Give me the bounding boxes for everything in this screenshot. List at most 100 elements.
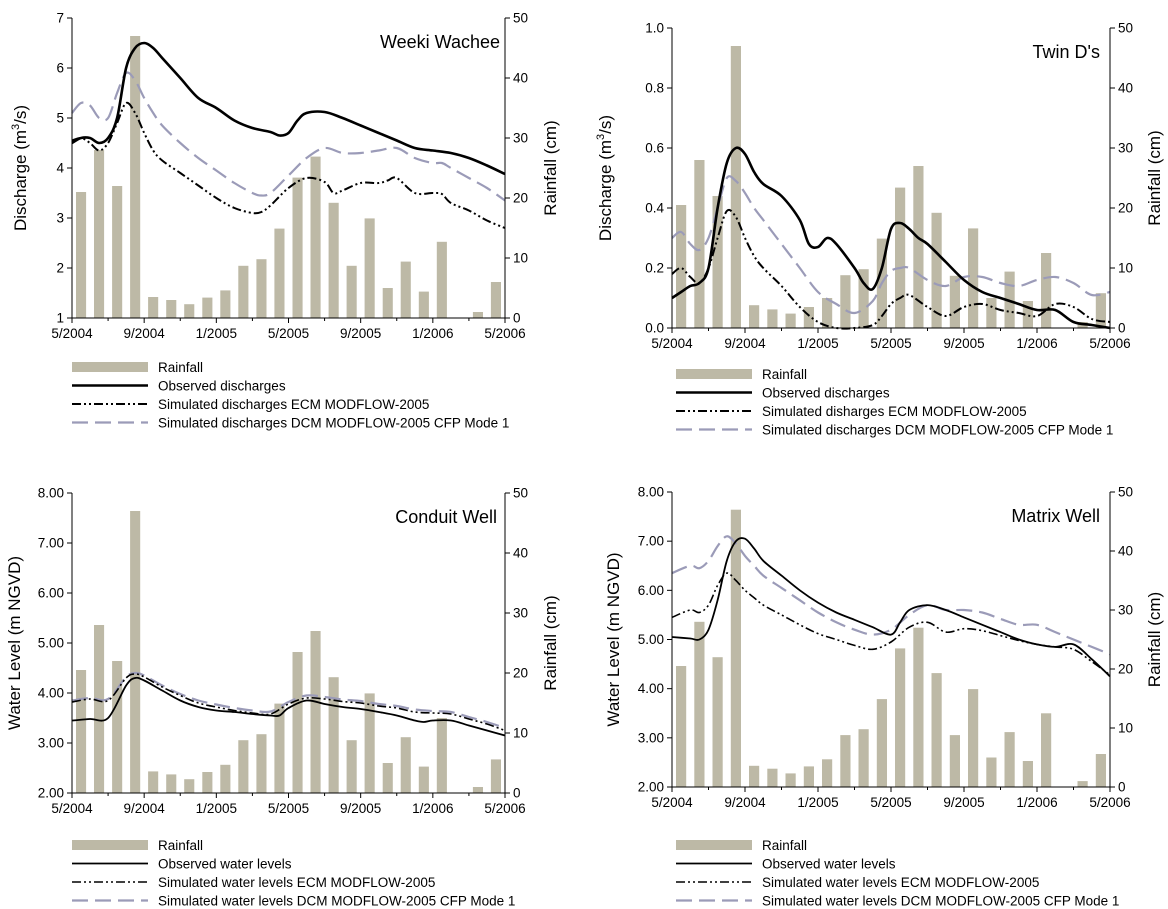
rainfall-bar (1095, 754, 1106, 787)
series-line-observed (671, 537, 1111, 678)
legend-label-rainfall: Rainfall (762, 367, 807, 382)
right-tick-label: 20 (513, 666, 528, 681)
rainfall-bar (785, 313, 796, 328)
x-tick-label: 9/2005 (340, 801, 381, 816)
legend-label-rainfall: Rainfall (158, 360, 203, 375)
rainfall-bar (292, 177, 303, 318)
legend-swatch-rainfall (676, 840, 752, 850)
x-tick-label: 1/2005 (196, 801, 237, 816)
x-tick-label: 5/2006 (484, 326, 525, 341)
series-line-dcm (71, 71, 506, 202)
legend-label-dcm: Simulated discharges DCM MODFLOW-2005 CF… (762, 423, 1113, 438)
rainfall-bar (274, 228, 285, 318)
legend-swatch-rainfall (676, 369, 752, 379)
rainfall-bar (472, 787, 483, 793)
left-tick-label: 8.00 (38, 486, 64, 501)
left-tick-label: 0.8 (645, 81, 664, 96)
right-tick-label: 30 (513, 131, 528, 146)
x-tick-label: 5/2005 (268, 326, 309, 341)
rainfall-bar (130, 36, 141, 318)
series-line-dcm (671, 535, 1111, 656)
left-tick-label: 8.00 (638, 485, 664, 500)
series-line-ecm (671, 208, 1111, 330)
left-tick-label: 3 (56, 211, 64, 226)
rainfall-bar (364, 218, 375, 318)
rainfall-bar (1004, 732, 1015, 787)
x-tick-label: 5/2004 (51, 801, 93, 816)
left-tick-label: 1 (56, 311, 64, 326)
left-tick-label: 0.4 (645, 201, 664, 216)
x-tick-label: 5/2006 (484, 801, 525, 816)
rainfall-bar (184, 304, 195, 318)
rainfall-bar (346, 265, 357, 318)
rainfall-bar (346, 740, 357, 793)
left-tick-label: 6 (56, 61, 64, 76)
legend: Rainfall Observed water levels Simulated w… (676, 838, 1119, 909)
panel-title: Weeki Wachee (380, 32, 500, 52)
right-tick-label: 50 (1118, 485, 1133, 500)
legend-swatch-rainfall (72, 840, 148, 850)
right-tick-label: 30 (513, 606, 528, 621)
legend: Rainfall Observed discharges Simulated dis… (676, 367, 1113, 438)
x-tick-label: 5/2006 (1089, 336, 1130, 351)
rainfall-bar (94, 150, 105, 318)
rainfall-bar (166, 300, 177, 318)
left-tick-label: 5.00 (38, 636, 64, 651)
left-tick-label: 4.00 (38, 686, 64, 701)
y-axis-label-right: Rainfall (cm) (541, 595, 560, 690)
rainfall-bar (238, 740, 249, 793)
rainfall-bar (400, 737, 411, 793)
chart-panel-4: 2.00 3.00 4.00 5.00 6.00 7.00 8.00 0 10 20 30 40 50 5… (604, 485, 1164, 909)
rainfall-bar (840, 735, 851, 787)
rainfall-bar (749, 765, 760, 787)
rainfall-bar (785, 773, 796, 787)
rainfall-bar (822, 759, 833, 787)
rainfall-bar (76, 192, 87, 318)
right-tick-label: 0 (513, 311, 521, 326)
right-tick-label: 30 (1118, 141, 1133, 156)
x-tick-label: 9/2004 (724, 795, 766, 810)
legend-label-dcm: Simulated water levels DCM MODFLOW-2005 … (762, 894, 1119, 909)
rainfall-bar (256, 734, 267, 793)
rainfall-bar (94, 625, 105, 793)
right-tick-label: 30 (1118, 603, 1133, 618)
rainfall-bar (472, 312, 483, 318)
legend-label-observed: Observed discharges (158, 379, 286, 394)
rainfall-bar (730, 509, 741, 787)
legend-label-observed: Observed water levels (158, 857, 292, 872)
left-tick-label: 4.00 (638, 681, 664, 696)
right-tick-label: 20 (1118, 662, 1133, 677)
left-tick-label: 6.00 (38, 586, 64, 601)
rainfall-bar (840, 275, 851, 328)
x-tick-label: 1/2005 (196, 326, 237, 341)
rainfall-bar (1022, 761, 1033, 787)
rainfall-bar (767, 309, 778, 328)
rainfall-bar (803, 766, 814, 787)
left-tick-label: 0.2 (645, 261, 664, 276)
x-tick-label: 9/2004 (124, 801, 166, 816)
rainfall-bar (130, 511, 141, 793)
rainfall-bar (858, 729, 869, 787)
left-tick-label: 5.00 (638, 632, 664, 647)
rainfall-bar (676, 666, 687, 787)
right-tick-label: 20 (1118, 201, 1133, 216)
panel-title: Conduit Well (395, 507, 497, 527)
chart-panel-2: 0.0 0.2 0.4 0.6 0.8 1.0 0 10 20 30 40 50 5/2004 9/200… (595, 21, 1164, 438)
rainfall-bar (202, 297, 213, 318)
legend-label-ecm: Simulated disharges ECM MODFLOW-2005 (762, 404, 1027, 419)
rainfall-bar (1041, 253, 1052, 328)
rainfall-bar (895, 648, 906, 787)
chart-panel-1: 1 2 3 4 5 6 7 0 10 20 30 40 50 5/2004 9/2004 1/2005 5/20… (10, 11, 560, 431)
right-tick-label: 50 (513, 486, 528, 501)
y-axis-label-left: Discharge (m3/s) (595, 115, 615, 241)
rainfall-bar (382, 288, 393, 318)
left-tick-label: 6.00 (638, 583, 664, 598)
rainfall-bar (1095, 293, 1106, 328)
left-tick-label: 7.00 (638, 534, 664, 549)
x-tick-label: 1/2005 (797, 795, 838, 810)
x-tick-label: 5/2005 (268, 801, 309, 816)
legend-label-ecm: Simulated discharges ECM MODFLOW-2005 (158, 397, 429, 412)
right-tick-label: 40 (1118, 81, 1133, 96)
left-tick-label: 7.00 (38, 536, 64, 551)
left-tick-label: 0.6 (645, 141, 664, 156)
